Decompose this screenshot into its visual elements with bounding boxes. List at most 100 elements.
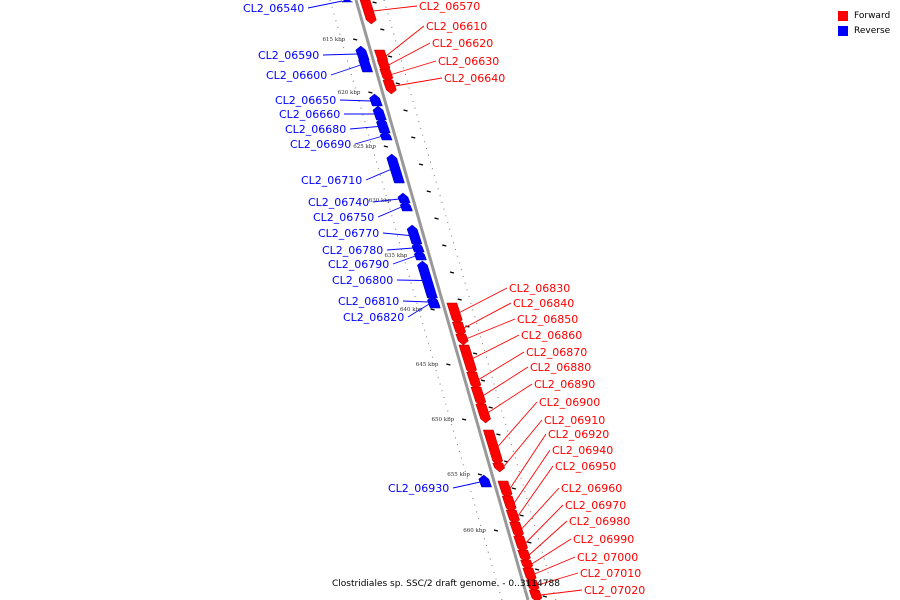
axis-tick-label: 660 kbp: [463, 528, 486, 534]
gene-label-cl2_06780[interactable]: CL2_06780: [322, 244, 383, 257]
gene-label-cl2_06610[interactable]: CL2_06610: [426, 20, 487, 33]
gene-arrow-cl2_06930[interactable]: [478, 474, 492, 488]
gene-label-cl2_06970[interactable]: CL2_06970: [565, 499, 626, 512]
gene-label-cl2_06860[interactable]: CL2_06860: [521, 329, 582, 342]
gene-label-cl2_06690[interactable]: CL2_06690: [290, 138, 351, 151]
gene-label-cl2_06770[interactable]: CL2_06770: [318, 227, 379, 240]
gene-leader-line: [483, 366, 529, 396]
gene-label-cl2_06950[interactable]: CL2_06950: [555, 460, 616, 473]
gene-arrow-cl2_06870[interactable]: [466, 371, 482, 390]
gene-arrow-cl2_06850[interactable]: [455, 333, 469, 346]
minor-tick-mark: [488, 406, 493, 409]
gene-label-cl2_06830[interactable]: CL2_06830: [509, 282, 570, 295]
gene-arrow-cl2_06800[interactable]: [417, 260, 438, 299]
genome-backbone: [354, 0, 530, 600]
gene-label-cl2_06880[interactable]: CL2_06880: [530, 361, 591, 374]
gene-label-cl2_06910[interactable]: CL2_06910: [544, 414, 605, 427]
gene-arrow-cl2_06690[interactable]: [379, 130, 393, 141]
gene-arrow-cl2_06890[interactable]: [475, 403, 491, 424]
major-tick-mark: [493, 529, 499, 532]
gene-arrow-cl2_06540[interactable]: [341, 0, 353, 3]
minor-tick-mark: [434, 217, 439, 220]
gene-arrow-cl2_06960[interactable]: [509, 521, 524, 539]
gene-label-cl2_06650[interactable]: CL2_06650: [275, 94, 336, 107]
gene-leader-line: [452, 481, 481, 489]
gene-arrow-cl2_06710[interactable]: [386, 153, 405, 184]
gene-leader-line: [388, 42, 431, 66]
gene-arrow-cl2_06650[interactable]: [369, 93, 383, 107]
gene-leader-line: [407, 303, 430, 318]
gene-label-cl2_06960[interactable]: CL2_06960: [561, 482, 622, 495]
gene-leader-line: [513, 449, 551, 504]
gene-leader-line: [372, 198, 400, 203]
gene-leader-line: [365, 169, 391, 181]
gene-label-cl2_06930[interactable]: CL2_06930: [388, 482, 449, 495]
legend-forward: Forward: [838, 8, 898, 23]
legend: Forward Reverse: [838, 8, 898, 38]
gene-label-cl2_07010[interactable]: CL2_07010: [580, 567, 641, 580]
gene-label-cl2_06790[interactable]: CL2_06790: [328, 258, 389, 271]
gene-arrow-cl2_06940[interactable]: [501, 495, 517, 513]
gene-label-cl2_06540[interactable]: CL2_06540: [243, 2, 304, 15]
gene-arrow-cl2_06920[interactable]: [497, 480, 513, 499]
gene-label-cl2_06850[interactable]: CL2_06850: [517, 313, 578, 326]
axis-tick-label: 615 kbp: [323, 37, 346, 43]
minor-tick-mark: [519, 514, 524, 517]
gene-leader-line: [339, 99, 371, 102]
gene-arrow-cl2_06740[interactable]: [397, 192, 411, 204]
gene-arrow-cl2_06880[interactable]: [470, 386, 487, 407]
gene-leader-line: [349, 126, 379, 130]
gene-leader-line: [459, 287, 508, 313]
gene-arrow-cl2_06570[interactable]: [359, 0, 377, 25]
gene-arrow-cl2_06970[interactable]: [513, 535, 528, 553]
major-tick-mark: [383, 145, 389, 148]
legend-reverse: Reverse: [838, 23, 898, 38]
gene-label-cl2_06570[interactable]: CL2_06570: [419, 0, 480, 13]
gene-label-cl2_06640[interactable]: CL2_06640: [444, 72, 505, 85]
gene-leader-line: [525, 504, 564, 544]
gene-label-cl2_06710[interactable]: CL2_06710: [301, 174, 362, 187]
gene-label-cl2_06940[interactable]: CL2_06940: [552, 444, 613, 457]
gene-label-cl2_06900[interactable]: CL2_06900: [539, 396, 600, 409]
gene-arrow-cl2_06600[interactable]: [358, 55, 373, 73]
legend-forward-label: Forward: [854, 10, 891, 21]
gene-label-cl2_06660[interactable]: CL2_06660: [279, 108, 340, 121]
gene-label-cl2_06600[interactable]: CL2_06600: [266, 69, 327, 82]
gene-arrow-cl2_06640[interactable]: [382, 79, 397, 95]
gene-label-cl2_06890[interactable]: CL2_06890: [534, 378, 595, 391]
gene-label-cl2_06980[interactable]: CL2_06980: [569, 515, 630, 528]
gene-label-cl2_06750[interactable]: CL2_06750: [313, 211, 374, 224]
axis-tick-label: 640 kbp: [400, 307, 423, 313]
gene-arrow-cl2_06910[interactable]: [492, 462, 506, 473]
gene-leader-line: [540, 589, 583, 596]
gene-label-cl2_06810[interactable]: CL2_06810: [338, 295, 399, 308]
minor-tick-mark: [449, 271, 455, 274]
gene-label-cl2_06870[interactable]: CL2_06870: [526, 346, 587, 359]
gene-arrow-cl2_06790[interactable]: [413, 249, 427, 261]
gene-leader-line: [377, 206, 402, 218]
minor-tick-mark: [380, 28, 385, 31]
gene-label-cl2_07000[interactable]: CL2_07000: [577, 551, 638, 564]
gene-label-cl2_06820[interactable]: CL2_06820: [343, 311, 404, 324]
gene-arrow-cl2_06680[interactable]: [376, 117, 391, 134]
gene-arrow-cl2_07020[interactable]: [528, 589, 543, 600]
gene-label-cl2_06590[interactable]: CL2_06590: [258, 49, 319, 62]
gene-label-cl2_06800[interactable]: CL2_06800: [332, 274, 393, 287]
gene-arrow-cl2_06770[interactable]: [406, 224, 423, 245]
gene-arrow-cl2_06820[interactable]: [427, 297, 441, 309]
gene-label-cl2_06920[interactable]: CL2_06920: [548, 428, 609, 441]
gene-label-cl2_06990[interactable]: CL2_06990: [573, 533, 634, 546]
gene-arrow-cl2_06750[interactable]: [399, 200, 413, 212]
major-tick-mark: [368, 91, 373, 94]
minor-tick-mark: [442, 244, 447, 247]
gene-leader-line: [373, 5, 418, 12]
gene-label-cl2_06740[interactable]: CL2_06740: [308, 196, 369, 209]
gene-label-cl2_06680[interactable]: CL2_06680: [285, 123, 346, 136]
gene-leader-line: [503, 419, 543, 467]
gene-label-cl2_06630[interactable]: CL2_06630: [438, 55, 499, 68]
gene-label-cl2_07020[interactable]: CL2_07020: [584, 584, 645, 597]
gene-label-cl2_06620[interactable]: CL2_06620: [432, 37, 493, 50]
gene-arrow-cl2_06660[interactable]: [372, 105, 387, 121]
gene-label-cl2_06840[interactable]: CL2_06840: [513, 297, 574, 310]
